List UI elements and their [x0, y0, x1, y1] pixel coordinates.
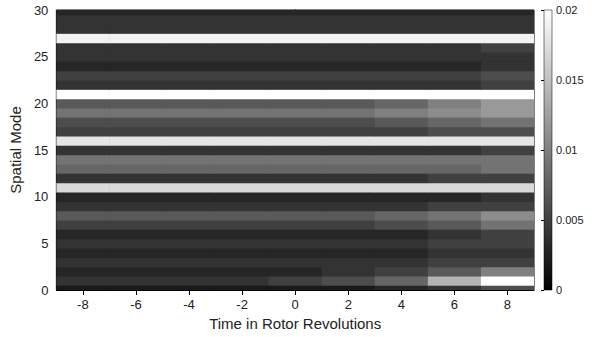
svg-text:15: 15 — [34, 143, 48, 158]
svg-text:-2: -2 — [236, 297, 248, 312]
svg-text:6: 6 — [451, 297, 458, 312]
svg-text:-4: -4 — [183, 297, 195, 312]
svg-text:0.01: 0.01 — [556, 144, 577, 156]
svg-text:0.02: 0.02 — [556, 4, 577, 16]
svg-text:20: 20 — [34, 96, 48, 111]
svg-text:4: 4 — [398, 297, 405, 312]
svg-text:0.015: 0.015 — [556, 74, 584, 86]
svg-text:2: 2 — [345, 297, 352, 312]
svg-text:30: 30 — [34, 3, 48, 18]
svg-text:5: 5 — [41, 236, 48, 251]
svg-text:0: 0 — [41, 283, 48, 298]
svg-text:25: 25 — [34, 49, 48, 64]
svg-text:0: 0 — [556, 284, 562, 296]
svg-text:-6: -6 — [130, 297, 142, 312]
svg-text:10: 10 — [34, 189, 48, 204]
svg-text:8: 8 — [504, 297, 511, 312]
svg-text:Time in Rotor Revolutions: Time in Rotor Revolutions — [209, 315, 381, 332]
svg-text:Spatial Mode: Spatial Mode — [7, 106, 24, 194]
svg-text:0: 0 — [292, 297, 299, 312]
svg-text:-8: -8 — [77, 297, 89, 312]
svg-text:0.005: 0.005 — [556, 214, 584, 226]
